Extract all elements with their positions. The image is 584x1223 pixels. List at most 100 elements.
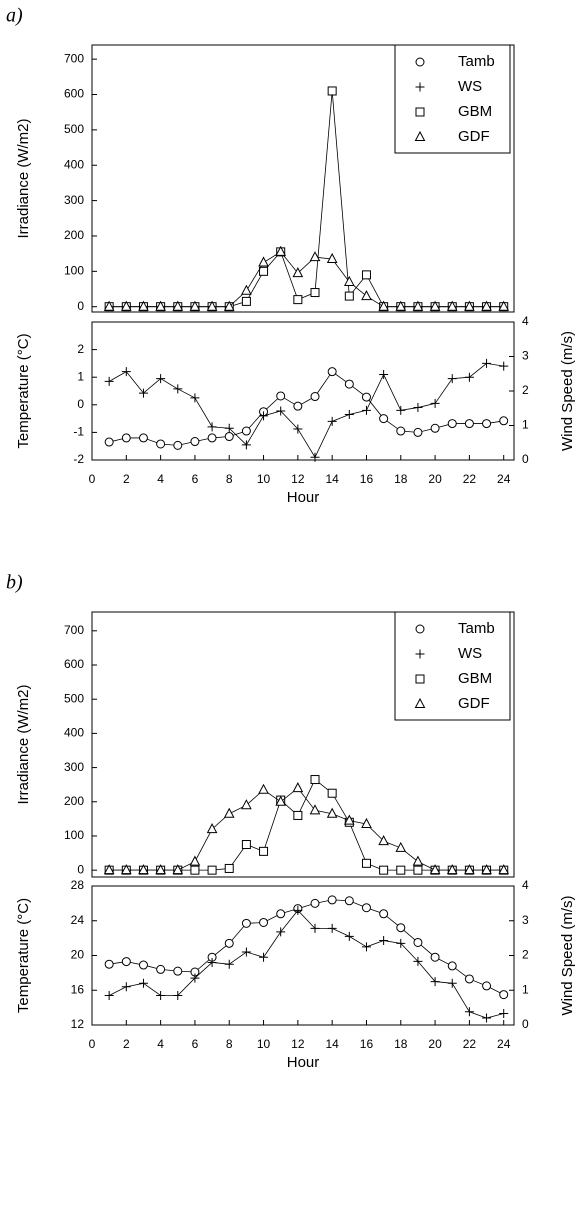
marker [223,300,235,311]
marker [241,296,251,306]
x-axis-label: Hour [287,489,320,506]
marker [103,300,115,311]
marker [412,855,424,866]
panel-label: b) [6,572,23,594]
x-tick-label: 10 [257,1037,271,1051]
marker [412,300,424,311]
y-tick-label: 2 [77,342,84,356]
marker [104,376,114,386]
marker [309,804,321,815]
marker [361,270,371,280]
marker [343,814,355,825]
x-tick-label: 4 [157,472,164,486]
y-tick-label: 500 [64,691,84,705]
marker [414,697,426,708]
marker [155,300,166,311]
x-axis-label: Hour [287,1054,320,1071]
marker [207,433,217,443]
marker [429,864,441,875]
marker [378,300,389,311]
x-tick-label: 20 [428,1037,442,1051]
x-tick-label: 2 [123,1037,130,1051]
x-tick-label: 2 [123,472,130,486]
y2-tick-label: 2 [522,383,529,397]
marker [292,267,304,278]
y-axis-label: Irradiance (W/m2) [15,118,32,238]
marker [413,956,423,966]
marker [121,367,131,377]
marker [206,300,218,311]
marker [276,391,286,401]
y2-tick-label: 4 [522,878,529,892]
marker [104,437,114,447]
marker [379,936,389,946]
marker [344,409,354,419]
legend-label: Tamb [458,53,495,70]
y-axis-label: Temperature (°C) [15,898,32,1013]
marker [189,300,201,311]
marker [344,896,354,906]
y-tick-label: 300 [64,193,84,207]
y2-tick-label: 0 [522,452,529,466]
marker [190,437,200,447]
x-tick-label: 12 [291,1037,305,1051]
series-line [109,899,504,995]
plot-frame [91,44,515,313]
x-tick-label: 24 [497,1037,511,1051]
marker [104,990,114,1000]
marker [326,807,338,818]
marker [447,419,457,429]
marker [258,783,269,794]
marker [396,923,406,933]
marker [447,374,457,384]
marker [464,864,475,875]
marker [310,775,320,785]
y-tick-label: 0 [77,862,84,876]
marker [172,300,184,311]
marker [207,422,217,432]
marker [120,864,132,875]
marker [361,817,372,828]
marker [155,864,166,875]
marker [276,406,286,416]
x-tick-label: 20 [428,472,442,486]
x-tick-label: 24 [497,472,511,486]
y2-axis-label: Wind Speed (m/s) [559,331,576,451]
marker [413,937,423,947]
marker [190,973,200,983]
marker [224,432,234,442]
y2-tick-label: 3 [522,349,529,363]
marker [430,423,440,433]
series-line [109,251,504,308]
marker [190,865,200,875]
x-tick-label: 18 [394,472,408,486]
marker [395,300,407,311]
marker [223,807,235,818]
panel-label: a) [6,5,23,27]
y-tick-label: 300 [64,760,84,774]
legend-label: GDF [458,128,490,145]
marker [343,275,355,286]
marker [464,419,474,429]
marker [310,898,320,908]
marker [241,918,251,928]
marker [344,931,354,941]
marker [447,961,457,971]
marker [138,388,148,398]
marker [259,266,269,276]
marker [173,966,183,976]
marker [413,403,423,413]
marker [293,401,303,411]
y-tick-label: 600 [64,87,84,101]
marker [379,865,389,875]
marker [327,367,337,377]
marker [258,256,269,267]
y-tick-label: 24 [71,913,85,927]
series-line [109,787,504,871]
marker [464,974,474,984]
marker [482,1013,492,1023]
x-tick-label: 18 [394,1037,408,1051]
y-tick-label: 200 [64,228,84,242]
x-tick-label: 6 [192,472,199,486]
